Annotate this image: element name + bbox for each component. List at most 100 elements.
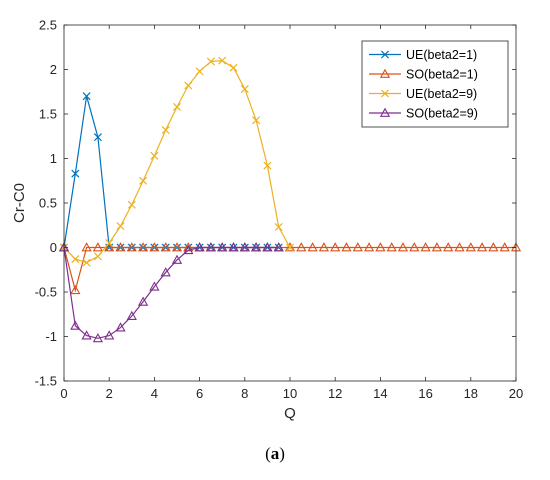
data-point (330, 242, 341, 252)
data-point (126, 310, 137, 320)
data-point (82, 258, 91, 267)
figure-caption: (a) (0, 444, 550, 464)
x-tick-label: 20 (509, 386, 523, 401)
data-point (488, 242, 499, 252)
data-point (70, 320, 81, 330)
data-point (92, 332, 104, 343)
legend-label: UE(beta2=1) (406, 48, 477, 62)
data-point (195, 67, 204, 76)
data-point (150, 151, 159, 160)
x-tick-label: 0 (60, 386, 67, 401)
data-point (375, 242, 386, 252)
caption-letter: a (270, 444, 280, 463)
data-point (273, 242, 284, 252)
y-tick-label: -0.5 (35, 285, 57, 300)
legend-item: SO(beta2=1) (369, 68, 478, 82)
x-tick-label: 16 (418, 386, 432, 401)
legend-marker (379, 107, 391, 117)
data-point (228, 242, 239, 252)
x-axis: 0 2 4 6 8 10 12 14 16 18 20 (60, 25, 523, 401)
data-point (92, 242, 104, 252)
data-point (127, 200, 136, 209)
data-point (420, 242, 431, 252)
data-point (206, 57, 215, 66)
data-point (205, 242, 217, 252)
data-point (296, 242, 307, 252)
x-tick-label: 8 (241, 386, 248, 401)
data-point (82, 92, 91, 101)
data-point (194, 242, 205, 252)
data-point (285, 243, 295, 252)
data-point (161, 125, 170, 135)
data-point (139, 176, 148, 185)
data-point (105, 239, 114, 248)
data-point (454, 242, 465, 252)
data-point (318, 242, 330, 252)
x-axis-label: Q (284, 405, 296, 422)
legend-item: UE(beta2=1) (369, 48, 477, 62)
data-point (116, 222, 125, 231)
caption-close-paren: ) (279, 444, 285, 463)
data-point (217, 242, 228, 252)
data-point (465, 242, 476, 252)
data-point (341, 242, 352, 252)
y-tick-label: 1.5 (39, 107, 57, 122)
legend-label: UE(beta2=9) (406, 87, 477, 101)
data-point (284, 242, 296, 252)
y-axis-label: Cr-C0 (11, 183, 28, 223)
data-point (240, 85, 249, 94)
y-tick-label: 2 (50, 62, 57, 77)
legend-item: UE(beta2=9) (369, 87, 477, 101)
x-tick-label: 18 (464, 386, 478, 401)
y-tick-label: 2.5 (39, 18, 57, 33)
data-point (171, 254, 183, 264)
y-tick-label: -1.5 (35, 374, 57, 389)
y-tick-label: 0.5 (39, 196, 57, 211)
data-point (93, 133, 102, 142)
data-point (252, 116, 261, 125)
legend-item: SO(beta2=9) (369, 107, 478, 121)
data-point (160, 242, 171, 252)
caption-open-paren: ( (265, 444, 271, 463)
legend-marker (380, 50, 390, 59)
data-point (431, 242, 443, 252)
data-point (81, 242, 92, 252)
data-point (104, 242, 115, 252)
y-tick-label: -1 (45, 329, 57, 344)
data-point (115, 242, 126, 252)
data-point (160, 267, 171, 277)
data-point (499, 242, 510, 252)
data-point (137, 296, 149, 306)
series-3 (59, 56, 295, 267)
x-tick-label: 12 (328, 386, 342, 401)
data-point (171, 242, 183, 252)
legend-marker (380, 89, 390, 98)
x-tick-label: 14 (373, 386, 387, 401)
y-axis: -1.5 -1 -0.5 0 0.5 1 1.5 2 2.5 (35, 18, 516, 389)
data-point (307, 242, 318, 252)
data-point (263, 161, 272, 170)
data-point (149, 242, 160, 252)
data-point (115, 322, 126, 332)
data-point (93, 252, 102, 261)
data-point (218, 56, 227, 65)
y-tick-label: 1 (50, 151, 57, 166)
data-point (81, 330, 92, 340)
data-point (184, 81, 193, 90)
y-tick-label: 0 (50, 240, 57, 255)
series-4 (58, 242, 284, 343)
data-point (104, 330, 115, 340)
data-point (71, 169, 80, 178)
legend-label: SO(beta2=9) (406, 107, 478, 121)
data-point (409, 242, 420, 252)
legend-label: SO(beta2=1) (406, 68, 478, 82)
data-point (262, 242, 273, 252)
data-point (363, 242, 375, 252)
data-point (397, 242, 409, 252)
data-point (443, 242, 454, 252)
data-point (250, 242, 262, 252)
x-tick-label: 4 (151, 386, 158, 401)
series-layer (58, 56, 522, 343)
data-point (386, 242, 397, 252)
data-point (183, 244, 194, 255)
